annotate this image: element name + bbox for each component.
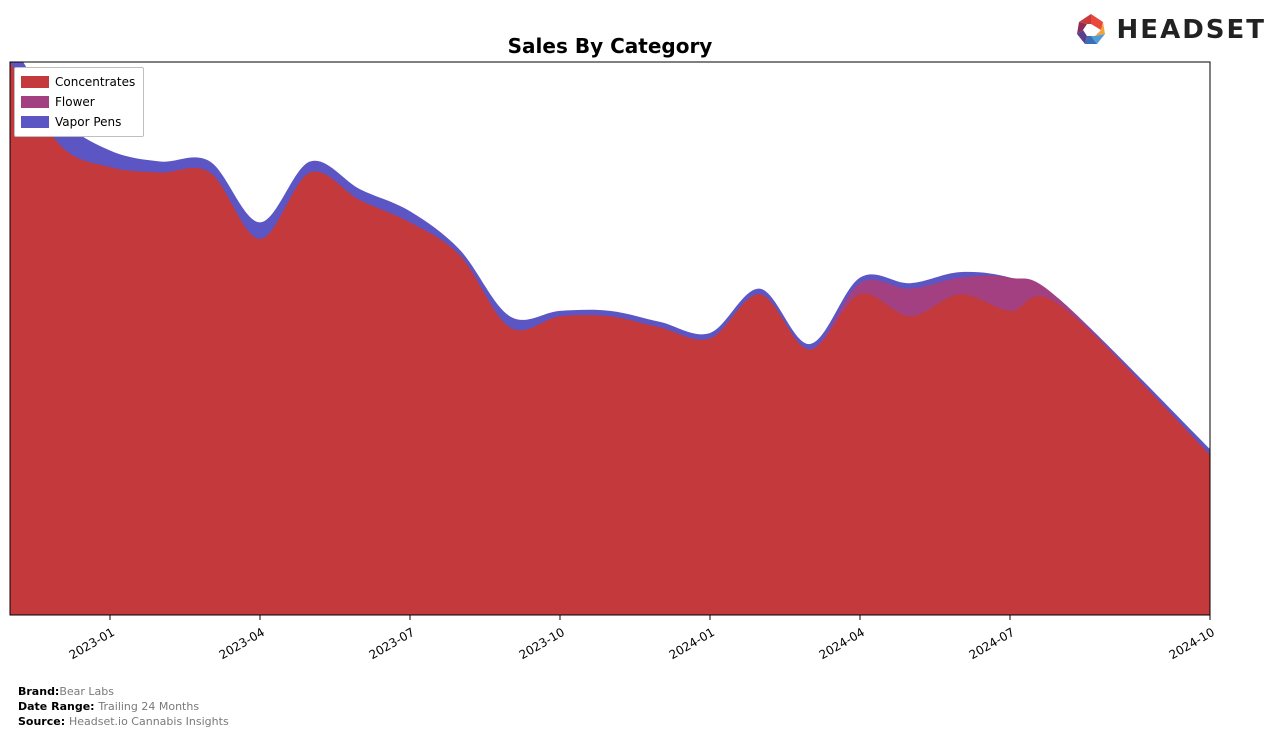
legend-swatch	[21, 116, 49, 128]
legend-item: Flower	[21, 92, 135, 112]
footer-brand-value: Bear Labs	[59, 685, 114, 698]
legend-label: Vapor Pens	[55, 115, 121, 129]
area-concentrates	[10, 62, 1210, 615]
footer-date-range: Date Range: Trailing 24 Months	[18, 699, 199, 714]
footer-range-value: Trailing 24 Months	[98, 700, 199, 713]
chart-container: { "title": "Sales By Category", "logo_te…	[0, 0, 1276, 739]
footer-range-label: Date Range:	[18, 700, 98, 713]
footer-source-label: Source:	[18, 715, 69, 728]
legend-swatch	[21, 76, 49, 88]
sales-area-chart	[0, 0, 1276, 739]
footer-brand-label: Brand:	[18, 685, 59, 698]
footer-source-value: Headset.io Cannabis Insights	[69, 715, 229, 728]
legend-item: Vapor Pens	[21, 112, 135, 132]
legend-item: Concentrates	[21, 72, 135, 92]
footer-source: Source: Headset.io Cannabis Insights	[18, 714, 229, 729]
chart-legend: Concentrates Flower Vapor Pens	[14, 67, 144, 137]
footer-brand: Brand:Bear Labs	[18, 684, 114, 699]
legend-swatch	[21, 96, 49, 108]
legend-label: Flower	[55, 95, 95, 109]
legend-label: Concentrates	[55, 75, 135, 89]
